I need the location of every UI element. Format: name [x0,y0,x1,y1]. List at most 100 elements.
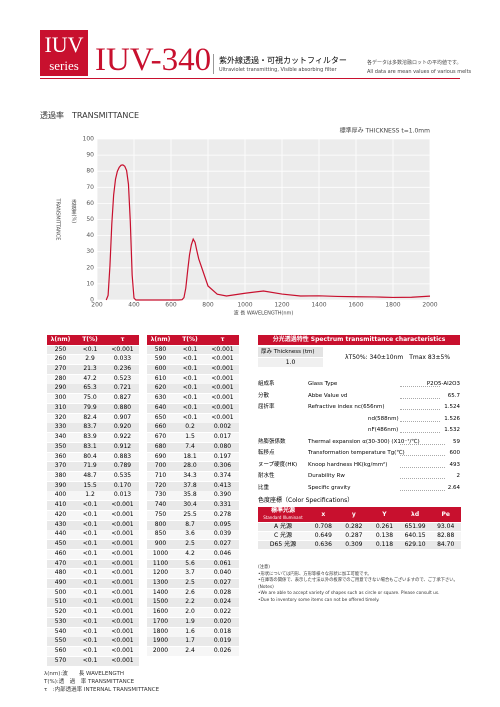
table-cell: 660 [147,423,174,433]
table-cell: 470 [47,559,74,569]
table-cell: 520 [47,608,74,618]
property-ja: 組成系 [258,381,275,387]
table-cell: <0.001 [106,501,139,511]
table-cell: 550 [47,637,74,647]
table-cell: <0.001 [106,647,139,657]
table-cell: 690 [147,452,174,462]
table-cell: 730 [147,491,174,501]
table-cell: 680 [147,442,174,452]
table-cell: 28.0 [174,462,206,472]
property-en: Glass Type [308,381,338,387]
table-cell: 2.5 [174,540,206,550]
table-cell: 510 [47,598,74,608]
table-cell: 0.306 [206,462,239,472]
table-cell: 0.027 [206,540,239,550]
note: •We are able to accept variety of shapes… [258,591,440,596]
transmittance-line [105,164,431,301]
leader [400,397,440,399]
table-cell: 1400 [147,588,174,598]
color-cell: 0.708 [308,523,339,532]
table-cell: <0.1 [74,637,106,647]
table-cell: 590 [147,355,174,365]
x-tick-label: 200 [91,302,103,309]
table-cell: 0.413 [206,481,239,491]
table-cell: <0.001 [106,598,139,608]
y-axis-label: TRANSMITTANCE [55,198,61,241]
color-column-header: Y [369,507,400,522]
table-cell: 630 [147,394,174,404]
table-cell: 83.9 [74,433,106,442]
table-cell: 720 [147,481,174,491]
property-ja: 耐水性 [258,473,275,479]
color-column-header: Pe [430,507,461,522]
table-cell: <0.1 [174,403,206,413]
badge [40,30,88,76]
table-cell: 340 [47,433,74,442]
table-cell: 1700 [147,617,174,627]
y-tick-label: 10 [86,280,94,287]
table-cell: 0.278 [206,510,239,520]
x-axis-label: 波 長 WAVELENGTH(nm) [234,310,294,317]
table-cell: <0.1 [74,345,106,355]
table-cell: 0.236 [106,364,139,374]
table-cell: 360 [47,452,74,462]
table-cell: 1.9 [174,617,206,627]
table-cell: 82.4 [74,413,106,423]
table-cell: 350 [47,442,74,452]
x-tick-label: 600 [165,302,177,309]
y-tick-label: 100 [83,136,95,143]
color-cell: 84.70 [430,541,461,550]
table-cell: <0.1 [74,617,106,627]
note: (注意) [258,565,270,570]
table-cell: 0.880 [106,403,139,413]
color-cell: 0.282 [338,523,370,532]
table-cell: 34.3 [174,471,206,481]
table-cell: 0.197 [206,452,239,462]
table-cell: <0.001 [206,384,239,394]
table-cell: 0.061 [206,559,239,569]
table-cell: 250 [47,345,74,355]
table-cell: 0.022 [206,608,239,618]
property-ja: 熱膨張係数 [258,438,286,445]
table-cell: 0.019 [206,637,239,647]
table-cell: 0.018 [206,627,239,637]
table-cell: 83.1 [74,442,106,452]
table-cell: 0.028 [206,588,239,598]
table-cell: 2.0 [174,608,206,618]
table-cell: <0.001 [106,627,139,637]
leader [400,455,445,456]
table-cell: 450 [47,540,74,550]
property-en: Knoop hardness HK(kg/mm²) [308,461,388,468]
table-cell: 0.170 [106,481,139,491]
property-ja: 比重 [258,484,270,491]
table-cell: 0.026 [206,647,239,657]
column-header: τ [106,335,139,345]
table-cell: 0.721 [106,384,139,394]
table-cell: 710 [147,471,174,481]
color-cell: 0.118 [369,541,400,550]
table-cell: 740 [147,501,174,511]
table-cell: 380 [47,471,74,481]
table-cell: 0.331 [206,501,239,511]
table-cell: 280 [47,374,74,384]
table-cell: 290 [47,384,74,394]
color-cell: 0.287 [338,532,370,541]
property-value: 2 [456,473,461,479]
illuminant-header: 標準光源 [258,507,308,515]
x-tick-label: 400 [128,302,140,309]
table-cell: 0.080 [206,442,239,452]
table-cell: 0.883 [106,452,139,462]
table-cell: 0.2 [174,423,206,433]
table-cell: 670 [147,433,174,442]
table-cell: <0.1 [74,579,106,588]
leader [400,478,445,479]
color-cell: 0.309 [338,541,370,550]
table-cell: 47.2 [74,374,106,384]
table-cell: 1800 [147,627,174,637]
table-cell: <0.1 [174,364,206,374]
table-cell: <0.001 [206,364,239,374]
table-cell: 0.907 [106,413,139,423]
x-tick-label: 1800 [385,302,400,309]
property-value: 493 [449,461,461,468]
table-cell: 0.002 [206,423,239,433]
